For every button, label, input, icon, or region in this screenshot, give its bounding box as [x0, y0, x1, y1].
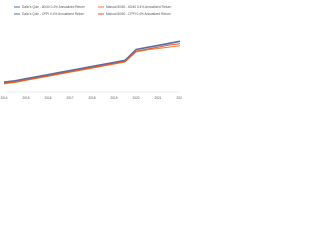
x-tick-label: 2017	[66, 96, 73, 100]
x-tick-label: 2019	[110, 96, 117, 100]
x-tick-label: 2021	[154, 96, 161, 100]
x-tick-label: 2018	[88, 96, 95, 100]
series-line	[3, 41, 181, 83]
legend-label: Dalio's Quiv - CPPI 0.4% Annualized Retu…	[22, 12, 84, 16]
x-tick-label: 2015	[22, 96, 29, 100]
x-tick-label: 2020	[132, 96, 139, 100]
x-tick-label: 2022	[176, 96, 182, 100]
chart: Dalio's Quiv - 60/40 0.4% Annualized Ret…	[0, 5, 182, 100]
x-tick-label: 2016	[44, 96, 51, 100]
legend-label: Dalio's Quiv - 60/40 0.4% Annualized Ret…	[22, 5, 85, 9]
series-line	[3, 45, 181, 85]
series-line	[3, 43, 181, 84]
legend-label: Manual 60/40 - 60/40 0.4% Annualized Ret…	[106, 5, 171, 9]
series-line	[3, 40, 181, 83]
x-tick-label: 2014	[0, 96, 7, 100]
legend-label: Manual 60/40 - CPPI 0.4% Annualized Retu…	[106, 12, 171, 16]
